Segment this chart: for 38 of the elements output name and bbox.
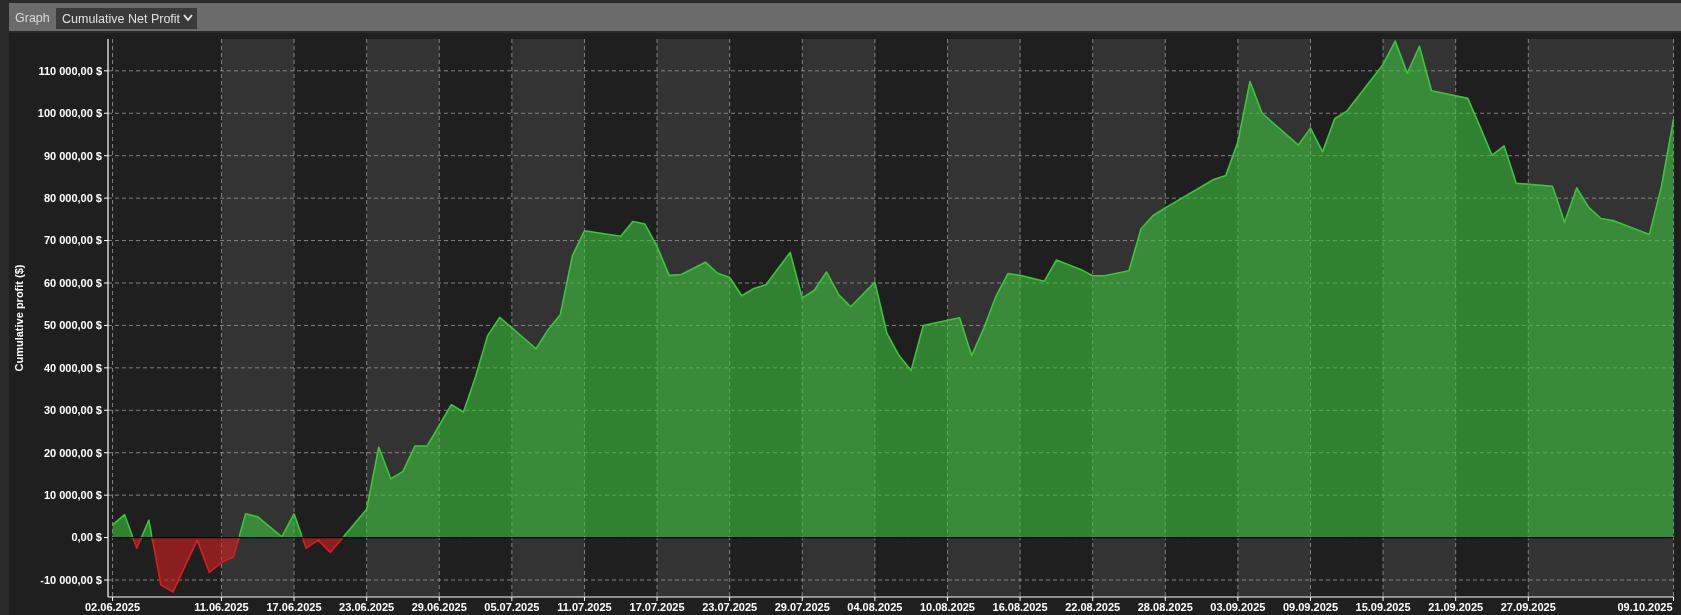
x-tick-label: 23.06.2025	[339, 601, 395, 613]
x-tick-label: 21.09.2025	[1428, 601, 1484, 613]
x-tick-label: 17.06.2025	[266, 601, 322, 613]
x-tick-label: 29.06.2025	[411, 601, 467, 613]
x-tick-label: 23.07.2025	[702, 601, 758, 613]
chart-title: Cumulative Net Profit	[62, 12, 181, 26]
y-tick-label: 110 000,00 $	[38, 64, 102, 77]
y-tick-label: 100 000,00 $	[37, 107, 102, 120]
y-tick-label: 70 000,00 $	[43, 234, 102, 247]
x-tick-label: 22.08.2025	[1065, 601, 1121, 613]
x-tick-label: 28.08.2025	[1137, 601, 1193, 613]
x-tick-label: 29.07.2025	[774, 601, 830, 613]
y-tick-label: 80 000,00 $	[43, 191, 102, 204]
x-tick-label: 10.08.2025	[919, 601, 975, 613]
x-tick-label: 17.07.2025	[629, 601, 685, 613]
y-tick-label: 60 000,00 $	[43, 276, 102, 289]
x-tick-label: 16.08.2025	[992, 601, 1048, 613]
dropdown: Cumulative Net Profit	[56, 8, 197, 29]
x-tick-label: 02.06.2025	[85, 601, 141, 613]
x-tick-label: 11.06.2025	[194, 601, 249, 613]
x-tick-label: 03.09.2025	[1210, 601, 1266, 613]
y-tick-label: 30 000,00 $	[43, 404, 102, 417]
y-tick-label: 40 000,00 $	[43, 361, 102, 374]
x-tick-label: 09.09.2025	[1282, 601, 1339, 613]
x-tick-label: 09.10.2025	[1617, 601, 1673, 613]
y-tick-label: 20 000,00 $	[43, 446, 102, 459]
y-tick-label: -10 000,00 $	[40, 573, 102, 586]
text: Graph	[15, 11, 50, 25]
y-tick-label: 50 000,00 $	[43, 319, 102, 332]
x-tick-label: 27.09.2025	[1500, 601, 1556, 613]
x-tick-label: 05.07.2025	[484, 601, 540, 613]
y-axis-title: Cumulative profit ($)	[13, 264, 25, 372]
y-tick-label: 10 000,00 $	[43, 489, 102, 502]
y-tick-label: 0,00 $	[71, 531, 102, 544]
x-tick-label: 11.07.2025	[557, 601, 612, 613]
x-tick-label: 04.08.2025	[847, 601, 903, 613]
y-tick-label: 90 000,00 $	[43, 149, 102, 162]
x-tick-label: 15.09.2025	[1355, 601, 1411, 613]
